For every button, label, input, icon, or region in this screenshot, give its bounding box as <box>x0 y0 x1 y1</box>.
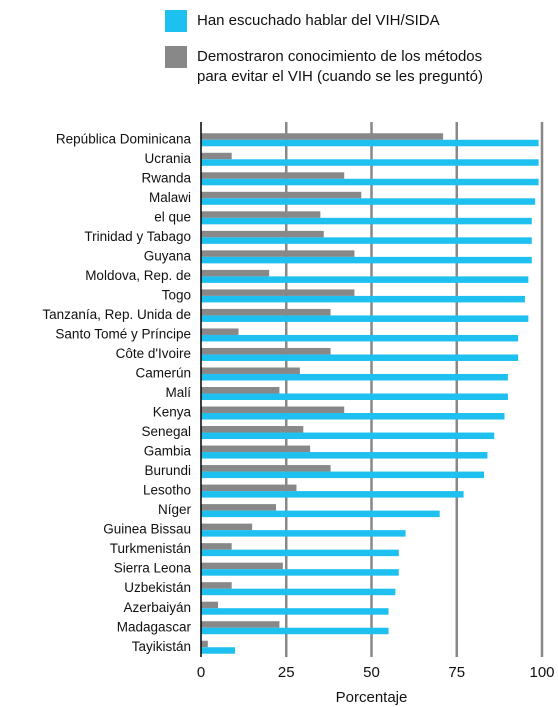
y-tick-label: Kenya <box>153 405 192 420</box>
bar <box>201 334 519 342</box>
bar <box>201 256 532 264</box>
bar <box>201 621 280 628</box>
bar <box>201 217 532 225</box>
bar <box>201 289 355 296</box>
bar <box>201 588 396 596</box>
bar <box>201 647 236 654</box>
legend-label: Han escuchado hablar del VIH/SIDA <box>197 12 440 29</box>
y-tick-label: Turkmenistán <box>110 541 191 556</box>
bar <box>201 510 440 518</box>
bar <box>201 640 208 648</box>
bar <box>201 426 304 433</box>
bar <box>201 198 536 205</box>
bar <box>201 328 239 335</box>
y-tick-label: Lesotho <box>143 483 191 498</box>
y-tick-label: República Dominicana <box>56 131 192 146</box>
legend-label: Demostraron conocimiento de los métodos … <box>197 48 483 85</box>
y-tick-label: Trinidad y Tabago <box>84 229 191 244</box>
bar <box>201 139 539 147</box>
y-tick-label: Santo Tomé y Príncipe <box>55 327 191 342</box>
bar <box>201 276 529 283</box>
bar <box>201 608 389 615</box>
bar <box>201 445 311 453</box>
y-tick-label: Tanzanía, Rep. Unida de <box>42 307 191 322</box>
bar <box>201 523 253 531</box>
y-tick-label: Guyana <box>144 248 192 263</box>
bar <box>201 191 362 199</box>
legend-item: Demostraron conocimiento de los métodos … <box>165 46 558 90</box>
x-axis-label: Porcentaje <box>336 689 408 706</box>
bar <box>201 178 539 186</box>
x-tick-label: 100 <box>529 664 554 681</box>
bar <box>201 152 232 160</box>
y-tick-label: Madagascar <box>117 619 192 634</box>
bar <box>201 627 389 635</box>
bar <box>201 491 464 498</box>
x-tick-label: 0 <box>197 664 205 681</box>
bar <box>201 367 300 374</box>
bar <box>201 250 355 257</box>
y-tick-label: Sierra Leona <box>114 561 192 576</box>
bar <box>201 484 297 492</box>
bar <box>201 504 277 511</box>
bar <box>201 172 345 179</box>
bar <box>201 269 270 277</box>
bar <box>201 237 532 244</box>
bar <box>201 387 280 394</box>
bar <box>201 543 232 550</box>
y-tick-label: el que <box>154 209 191 224</box>
y-tick-label: Senegal <box>141 424 191 439</box>
bar <box>201 413 505 420</box>
y-tick-label: Rwanda <box>141 170 191 185</box>
y-tick-label: Ucrania <box>144 151 191 166</box>
bar <box>201 452 488 459</box>
y-tick-label: Malí <box>165 385 191 400</box>
bar <box>201 601 219 609</box>
legend-swatch <box>165 10 187 32</box>
legend-swatch <box>165 46 187 68</box>
bar <box>201 530 406 537</box>
bar <box>201 406 345 414</box>
bar <box>201 315 529 322</box>
bar <box>201 569 399 576</box>
bar <box>201 230 324 238</box>
x-tick-label: 75 <box>448 664 465 681</box>
bar <box>201 354 519 361</box>
bar <box>201 373 508 381</box>
bar <box>201 308 331 316</box>
bar <box>201 211 321 218</box>
bar <box>201 393 508 400</box>
bar <box>201 347 331 355</box>
y-tick-label: Burundi <box>144 463 191 478</box>
bar <box>201 432 495 440</box>
y-tick-label: Guinea Bissau <box>103 522 191 537</box>
y-tick-label: Camerún <box>135 366 191 381</box>
bar <box>201 159 539 166</box>
y-tick-label: Côte d'Ivoire <box>116 346 191 361</box>
bar <box>201 465 331 472</box>
y-tick-label: Níger <box>158 502 192 517</box>
bar <box>201 471 485 479</box>
bar <box>201 295 525 303</box>
legend-item: Han escuchado hablar del VIH/SIDA <box>165 10 558 54</box>
y-tick-label: Malawi <box>149 190 191 205</box>
bar <box>201 562 283 570</box>
bar <box>201 549 399 557</box>
y-tick-label: Azerbaiyán <box>123 600 191 615</box>
x-tick-label: 50 <box>363 664 380 681</box>
y-tick-label: Moldova, Rep. de <box>85 268 191 283</box>
y-tick-label: Tayikistán <box>132 639 191 654</box>
x-tick-label: 25 <box>278 664 295 681</box>
y-tick-label: Togo <box>162 287 191 302</box>
y-tick-label: Gambia <box>144 444 192 459</box>
bar <box>201 133 444 140</box>
bar <box>201 582 232 589</box>
y-tick-label: Uzbekistán <box>124 580 191 595</box>
